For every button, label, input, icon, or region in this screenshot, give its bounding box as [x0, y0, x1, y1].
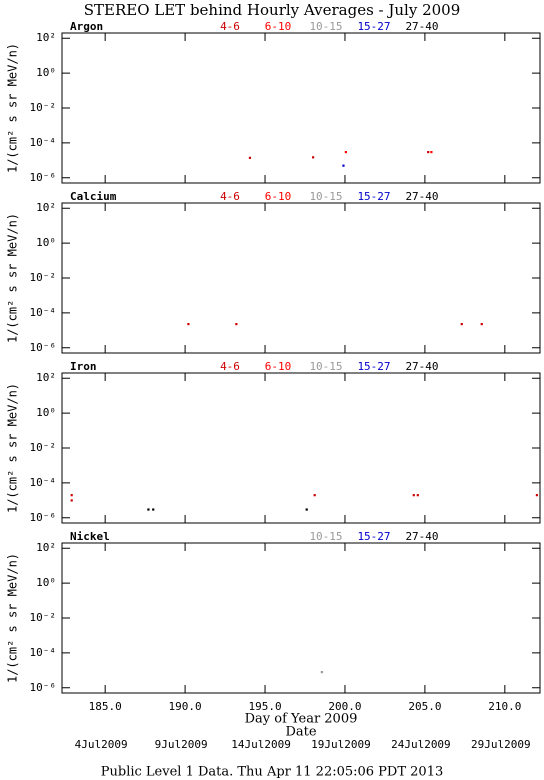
data-point [427, 150, 430, 154]
legend-entry: 15-27 [357, 360, 390, 373]
y-tick-label: 10⁰ [36, 406, 56, 419]
y-axis-label: 1/(cm² s sr MeV/n) [6, 383, 20, 513]
legend-entry: 4-6 [220, 360, 240, 373]
y-tick-label: 10² [36, 541, 56, 554]
y-tick-label: 10⁻² [30, 101, 57, 114]
y-tick-label: 10⁻⁶ [30, 681, 57, 694]
y-axis-label: 1/(cm² s sr MeV/n) [6, 213, 20, 343]
legend-entry: 10-15 [309, 360, 342, 373]
y-tick-label: 10⁻² [30, 271, 57, 284]
data-point [412, 494, 415, 497]
legend-entry: 4-6 [220, 20, 240, 33]
data-point [70, 494, 73, 497]
footer: Public Level 1 Data. Thu Apr 11 22:05:06… [101, 765, 444, 780]
data-point [147, 508, 150, 511]
date-tick-label: 24Jul2009 [391, 738, 451, 751]
data-point [344, 150, 347, 154]
data-point [430, 150, 433, 154]
legend-entry: 27-40 [405, 20, 438, 33]
y-tick-label: 10⁻² [30, 611, 57, 624]
data-point [311, 156, 315, 159]
y-tick-label: 10⁻⁴ [30, 136, 57, 149]
legend-entry: 10-15 [309, 190, 342, 203]
chart-title: STEREO LET behind Hourly Averages - July… [84, 1, 461, 19]
y-tick-label: 10⁻⁴ [30, 646, 57, 659]
date-tick-label: 9Jul2009 [155, 738, 208, 751]
date-axis-label: Date [285, 725, 316, 740]
data-point [313, 494, 316, 497]
y-tick-label: 10² [36, 31, 56, 44]
legend-entry: 6-10 [265, 360, 292, 373]
plot-frame [61, 202, 541, 354]
x-tick-label: 210.0 [488, 700, 521, 713]
x-tick-label: 195.0 [248, 700, 281, 713]
legend-entry: 4-6 [220, 190, 240, 203]
y-tick-label: 10⁰ [36, 576, 56, 589]
date-tick-label: 29Jul2009 [471, 738, 531, 751]
plot-frame [61, 32, 541, 184]
y-tick-label: 10⁻⁶ [30, 511, 57, 524]
legend-entry: 27-40 [405, 530, 438, 543]
plot-frame [61, 372, 541, 524]
y-tick-label: 10⁻⁴ [30, 476, 57, 489]
legend-entry: 15-27 [357, 20, 390, 33]
y-axis-label: 1/(cm² s sr MeV/n) [6, 553, 20, 683]
panel-label: Nickel [70, 530, 110, 543]
data-point [342, 164, 345, 167]
plot-frame [61, 542, 541, 694]
date-tick-label: 19Jul2009 [311, 738, 371, 751]
x-tick-label: 200.0 [328, 700, 361, 713]
data-point [235, 323, 238, 326]
legend-entry: 15-27 [357, 190, 390, 203]
panel-label: Calcium [70, 190, 117, 203]
data-point [320, 671, 323, 674]
data-point [535, 494, 539, 497]
x-axis-label: Day of Year 2009 [245, 712, 358, 727]
legend-entry: 6-10 [265, 190, 292, 203]
legend-entry: 6-10 [265, 20, 292, 33]
y-tick-label: 10⁻² [30, 441, 57, 454]
legend-entry: 15-27 [357, 530, 390, 543]
date-tick-label: 14Jul2009 [231, 738, 291, 751]
panel-label: Iron [70, 360, 97, 373]
x-tick-label: 205.0 [408, 700, 441, 713]
data-point [460, 323, 463, 326]
data-point [416, 494, 419, 497]
x-tick-label: 190.0 [169, 700, 202, 713]
y-tick-label: 10⁰ [36, 236, 56, 249]
date-tick-label: 4Jul2009 [75, 738, 128, 751]
legend-entry: 10-15 [309, 20, 342, 33]
y-axis-label: 1/(cm² s sr MeV/n) [6, 43, 20, 173]
x-tick-label: 185.0 [89, 700, 122, 713]
data-point [480, 323, 483, 326]
data-point [70, 499, 73, 502]
y-tick-label: 10² [36, 201, 56, 214]
data-point [305, 508, 308, 511]
legend-entry: 27-40 [405, 360, 438, 373]
y-tick-label: 10⁻⁶ [30, 341, 57, 354]
y-tick-label: 10² [36, 371, 56, 384]
y-tick-label: 10⁰ [36, 66, 56, 79]
data-point [152, 508, 155, 511]
legend-entry: 27-40 [405, 190, 438, 203]
y-tick-label: 10⁻⁶ [30, 171, 57, 184]
data-point [187, 323, 190, 326]
panel-label: Argon [70, 20, 103, 33]
legend-entry: 10-15 [309, 530, 342, 543]
y-tick-label: 10⁻⁴ [30, 306, 57, 319]
data-point [248, 156, 252, 159]
